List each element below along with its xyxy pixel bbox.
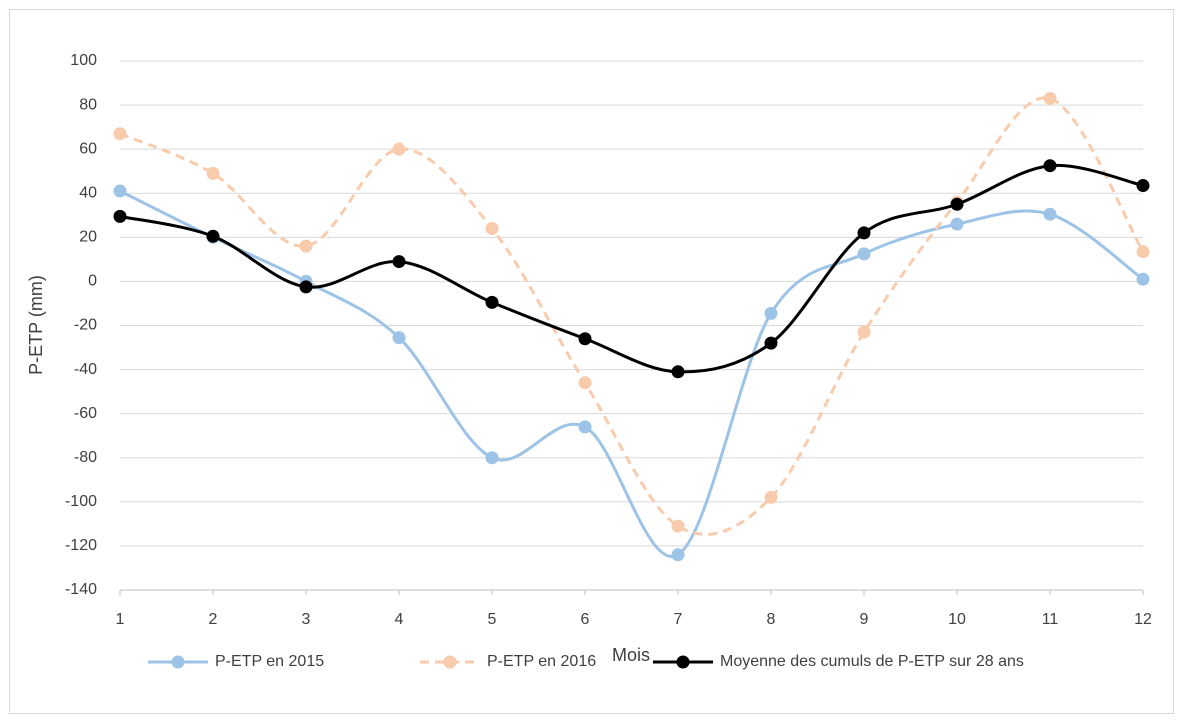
y-tick-label: -120: [65, 537, 97, 554]
legend-label: Moyenne des cumuls de P-ETP sur 28 ans: [720, 653, 1024, 670]
data-point: [392, 142, 406, 156]
data-point: [671, 548, 685, 562]
x-tick-label: 5: [488, 611, 497, 628]
data-point: [392, 255, 406, 269]
x-tick-label: 4: [395, 611, 404, 628]
chart-frame: [9, 9, 1174, 714]
y-tick-label: -100: [65, 493, 97, 510]
y-tick-label: 60: [79, 140, 97, 157]
legend-label: P-ETP en 2016: [487, 653, 596, 670]
y-tick-label: -140: [65, 581, 97, 598]
data-point: [1043, 159, 1057, 173]
data-point: [857, 325, 871, 339]
data-point: [299, 280, 313, 294]
x-tick-label: 10: [948, 611, 966, 628]
y-axis-title: P-ETP (mm): [26, 275, 46, 375]
y-tick-label: 20: [79, 229, 97, 246]
data-point: [671, 365, 685, 379]
data-point: [299, 239, 313, 253]
y-tick-label: 0: [88, 273, 97, 290]
data-point: [1136, 272, 1150, 286]
data-point: [764, 490, 778, 504]
y-tick-label: 80: [79, 96, 97, 113]
legend-marker: [443, 655, 457, 669]
data-point: [113, 184, 127, 198]
data-point: [764, 336, 778, 350]
data-point: [578, 420, 592, 434]
data-point: [206, 166, 220, 180]
legend-label: P-ETP en 2015: [215, 653, 324, 670]
data-point: [1043, 91, 1057, 105]
data-point: [206, 229, 220, 243]
data-point: [1136, 245, 1150, 259]
legend-marker: [676, 655, 690, 669]
x-tick-label: 3: [302, 611, 311, 628]
x-axis-title: Mois: [612, 645, 650, 665]
data-point: [113, 127, 127, 141]
data-point: [485, 222, 499, 236]
data-point: [950, 197, 964, 211]
data-point: [578, 376, 592, 390]
y-tick-label: -40: [74, 361, 97, 378]
y-tick-label: 40: [79, 184, 97, 201]
data-point: [1043, 207, 1057, 221]
x-tick-label: 9: [860, 611, 869, 628]
data-point: [764, 306, 778, 320]
data-point: [392, 331, 406, 345]
y-tick-label: -60: [74, 405, 97, 422]
x-tick-label: 1: [116, 611, 125, 628]
data-point: [1136, 179, 1150, 193]
y-tick-label: -20: [74, 317, 97, 334]
x-tick-label: 11: [1042, 611, 1059, 628]
data-point: [485, 451, 499, 465]
data-point: [485, 295, 499, 309]
x-tick-label: 2: [209, 611, 218, 628]
series-line: [119, 96, 1145, 536]
data-point: [857, 247, 871, 261]
data-point: [113, 209, 127, 223]
x-tick-label: 6: [581, 611, 590, 628]
x-tick-label: 7: [674, 611, 683, 628]
y-tick-label: 100: [70, 52, 97, 69]
data-point: [857, 226, 871, 240]
x-tick-label: 12: [1134, 611, 1152, 628]
data-point: [578, 332, 592, 346]
legend-marker: [171, 655, 185, 669]
x-tick-label: 8: [767, 611, 776, 628]
y-tick-label: -80: [74, 449, 97, 466]
data-point: [950, 217, 964, 231]
data-point: [671, 519, 685, 533]
